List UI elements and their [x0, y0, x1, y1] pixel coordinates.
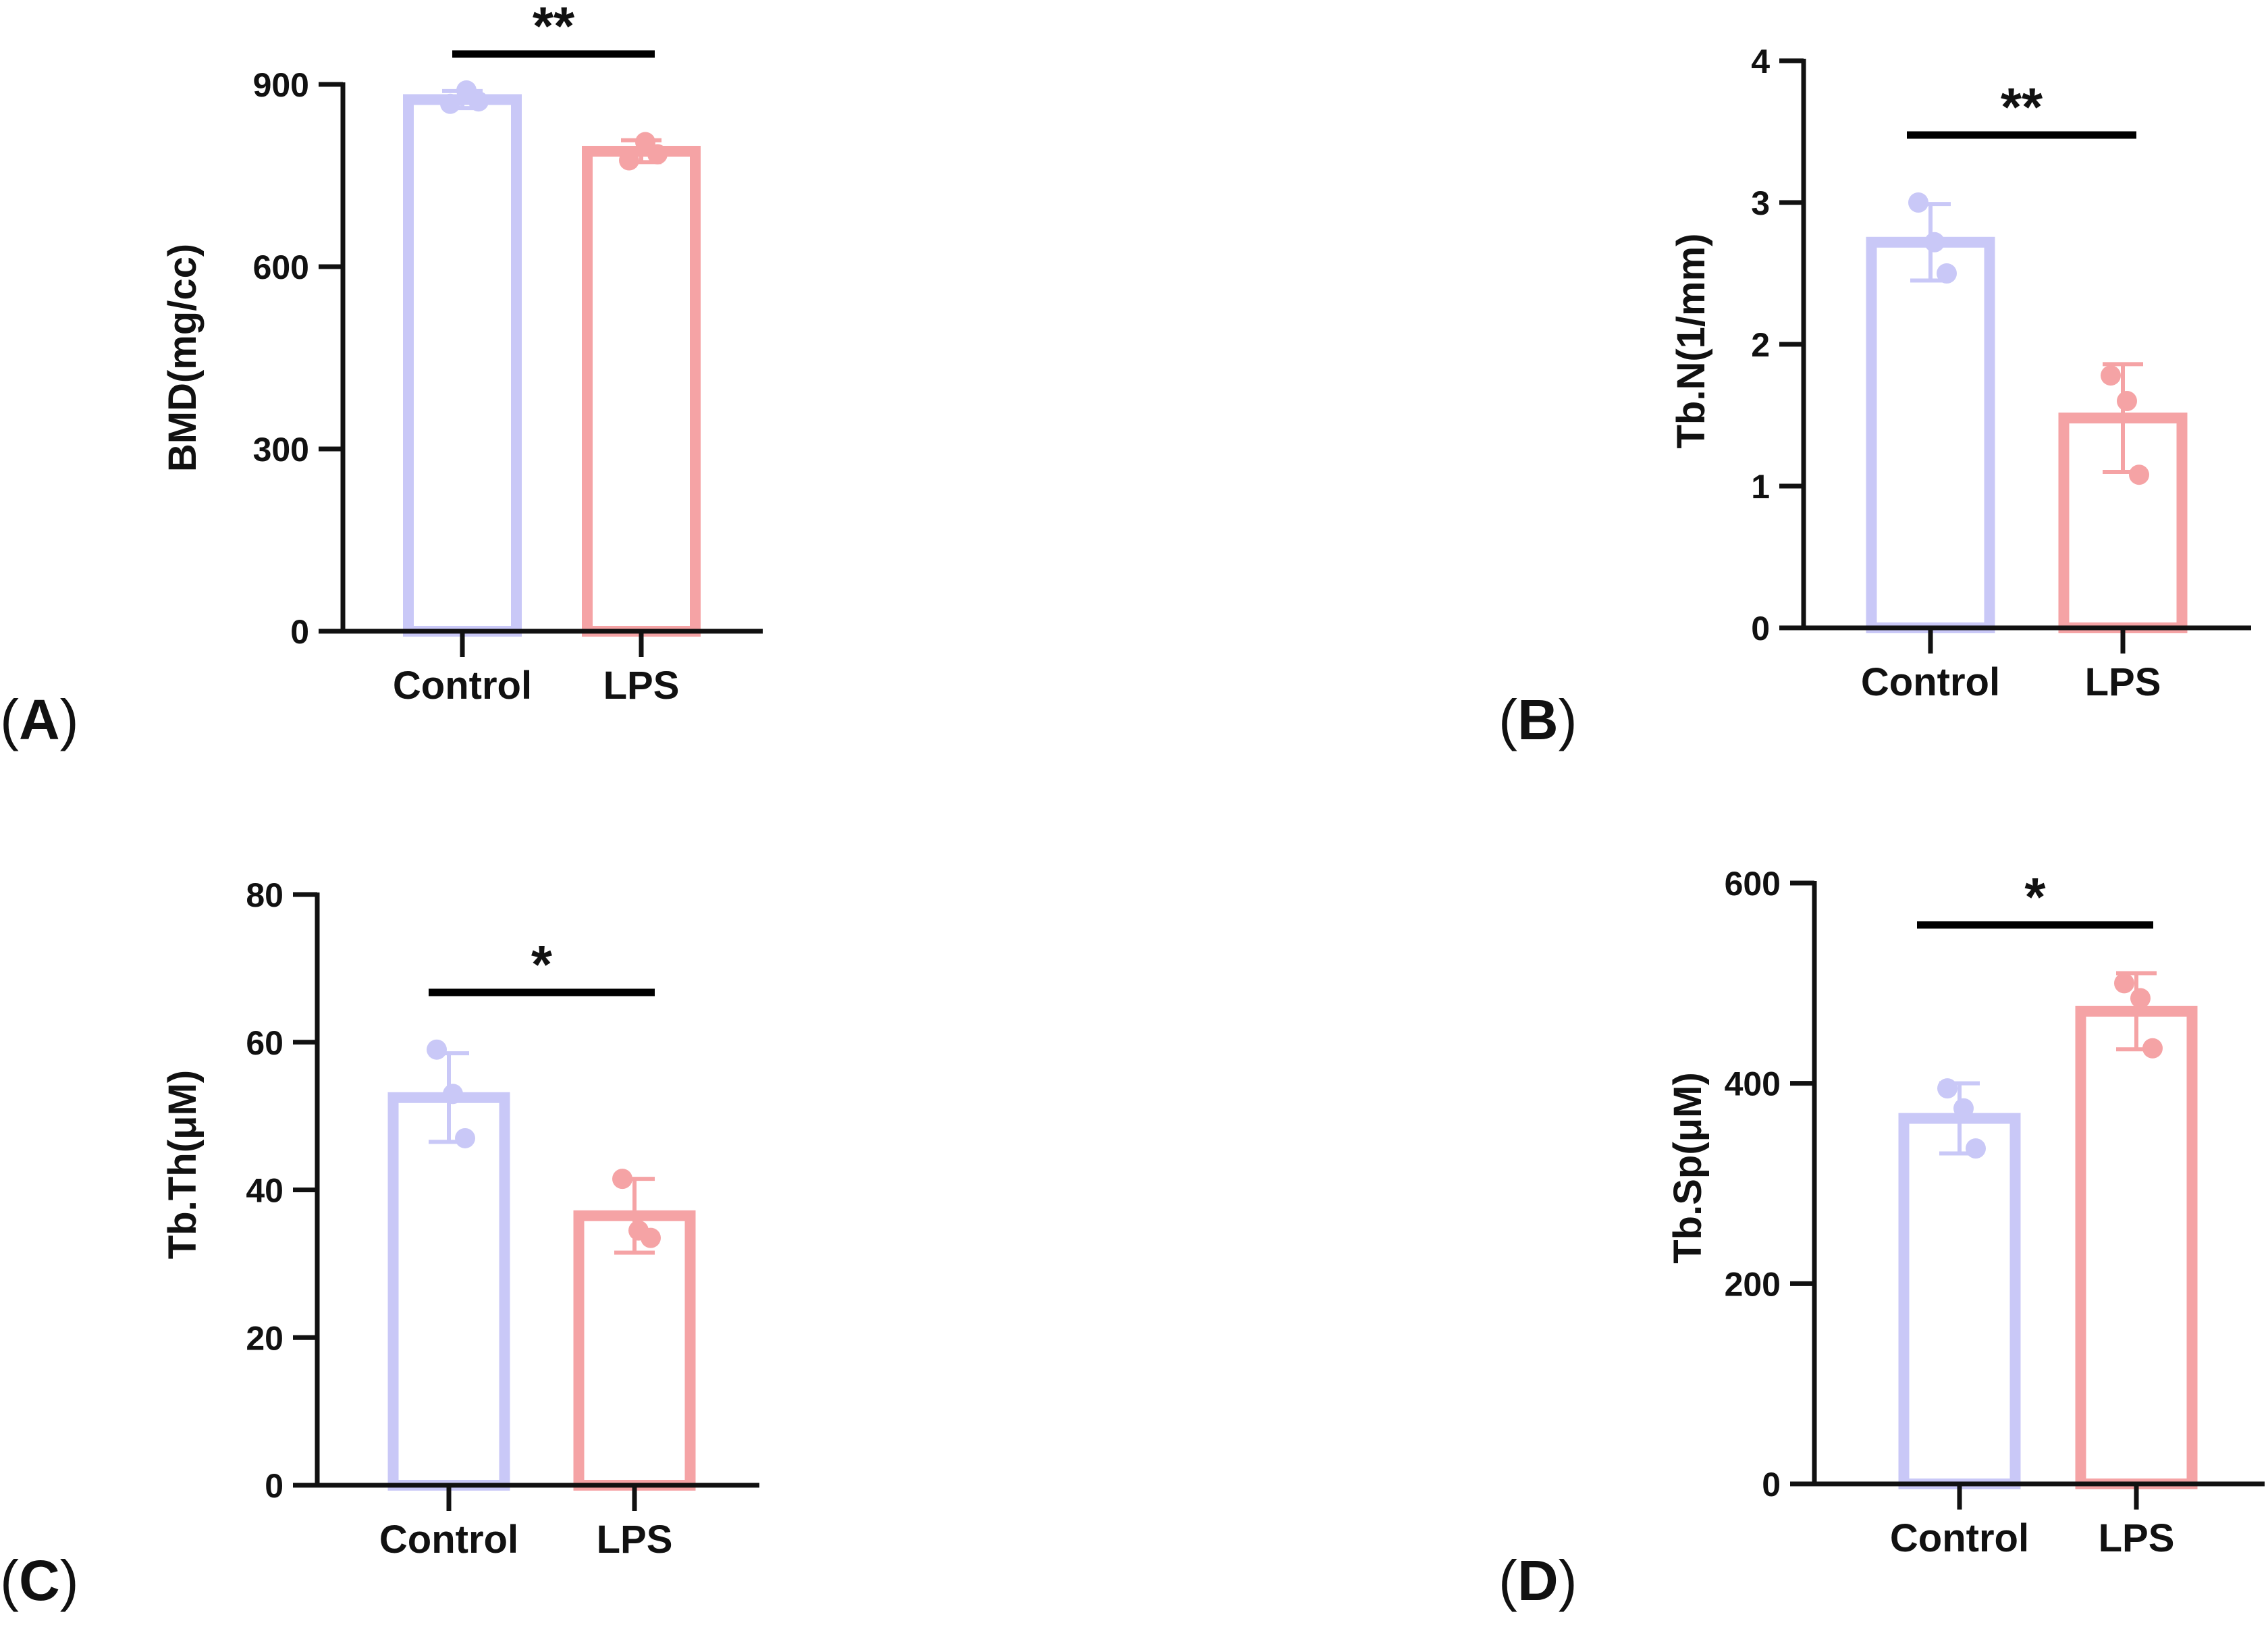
bar-lps	[582, 146, 701, 637]
y-axis-ticks: 0 20 40 60 80	[246, 876, 317, 1505]
y-tick-label: 60	[246, 1024, 284, 1062]
bar-control	[387, 1092, 510, 1491]
data-point	[455, 1127, 475, 1148]
panel-letter: C	[19, 1549, 60, 1612]
bars	[1866, 202, 2188, 633]
data-point	[427, 1039, 447, 1060]
data-point	[612, 1169, 632, 1190]
panel-c: Tb.Th(μM) 0 20 40 60 80 Control LPS * (C)	[0, 876, 759, 1612]
data-point	[440, 93, 460, 114]
y-tick-label: 4	[1751, 43, 1770, 80]
y-tick-label: 0	[290, 613, 309, 651]
panel-label: (D)	[1498, 1549, 1577, 1612]
data-point	[2101, 365, 2121, 386]
x-tick-label-control: Control	[393, 664, 532, 708]
bar-control	[403, 94, 522, 637]
panel-label: (B)	[1498, 688, 1577, 751]
data-point	[1937, 1078, 1958, 1099]
bars	[387, 1051, 696, 1491]
data-points	[427, 1039, 661, 1248]
x-axis-ticks: Control LPS	[393, 631, 679, 708]
panel-letter: D	[1517, 1549, 1559, 1612]
x-tick-label-control: Control	[1890, 1516, 2029, 1560]
y-tick-label: 3	[1751, 184, 1770, 222]
y-tick-label: 0	[265, 1467, 284, 1505]
data-point	[2129, 464, 2149, 485]
bar-lps	[2075, 1005, 2198, 1490]
x-tick-label-lps: LPS	[2099, 1516, 2175, 1560]
x-tick-label-control: Control	[1861, 660, 2000, 704]
significance-label: *	[2024, 867, 2046, 927]
y-axis-title: Tb.N(1/mm)	[1669, 234, 1713, 449]
y-tick-label: 900	[253, 66, 309, 104]
bar-control	[1898, 1113, 2021, 1490]
data-point	[1924, 232, 1945, 252]
y-axis-title: Tb.Sp(μM)	[1666, 1072, 1710, 1264]
x-tick-label-lps: LPS	[603, 664, 680, 708]
bar-lps	[573, 1210, 696, 1491]
data-point	[1937, 263, 1957, 284]
panel-label: (C)	[0, 1549, 79, 1612]
data-point	[2142, 1038, 2163, 1059]
bar-control	[1866, 236, 1995, 633]
data-point	[468, 91, 489, 112]
y-axis-ticks: 0 300 600 900	[253, 66, 343, 651]
x-tick-label-lps: LPS	[2085, 660, 2161, 704]
x-tick-label-lps: LPS	[597, 1518, 673, 1562]
panel-letter: B	[1517, 688, 1559, 751]
x-axis-ticks: Control LPS	[1861, 628, 2161, 704]
data-point	[1966, 1138, 1986, 1159]
panel-letter: A	[19, 688, 60, 751]
y-tick-label: 0	[1762, 1466, 1781, 1503]
panel-b: Tb.N(1/mm) 0 1 2 3 4 Control LPS ** (B)	[1498, 43, 2251, 751]
significance-label: **	[533, 0, 575, 56]
x-axis-ticks: Control LPS	[1890, 1484, 2174, 1560]
data-point	[2117, 391, 2137, 411]
significance-label: **	[2001, 77, 2043, 137]
y-tick-label: 40	[246, 1172, 284, 1210]
panel-label: (A)	[0, 688, 79, 751]
data-point	[647, 144, 668, 165]
y-axis-title: BMD(mg/cc)	[161, 244, 205, 472]
y-tick-label: 600	[1725, 865, 1781, 903]
y-axis-title: Tb.Th(μM)	[161, 1070, 205, 1259]
data-point	[443, 1084, 463, 1104]
data-point	[2114, 973, 2134, 994]
data-points	[440, 80, 668, 171]
x-tick-label-control: Control	[379, 1518, 518, 1562]
y-tick-label: 300	[253, 431, 309, 469]
y-tick-label: 0	[1751, 610, 1770, 647]
x-axis-ticks: Control LPS	[379, 1485, 672, 1562]
data-point	[1953, 1098, 1974, 1119]
data-points	[1908, 192, 2149, 485]
data-points	[1937, 973, 2163, 1159]
y-tick-label: 600	[253, 248, 309, 286]
y-tick-label: 200	[1725, 1265, 1781, 1303]
data-point	[1908, 192, 1928, 213]
panel-a: BMD(mg/cc) 0 300 600 900 Control LPS ** (A)	[0, 0, 763, 751]
y-axis-ticks: 0 200 400 600	[1725, 865, 1814, 1503]
bars	[403, 88, 701, 637]
significance-label: *	[531, 934, 553, 994]
data-point	[619, 150, 639, 171]
data-point	[641, 1227, 661, 1248]
y-tick-label: 20	[246, 1319, 284, 1357]
y-tick-label: 1	[1751, 468, 1770, 506]
panel-d: Tb.Sp(μM) 0 200 400 600 Control LPS * (D)	[1498, 865, 2265, 1612]
y-tick-label: 400	[1725, 1065, 1781, 1103]
y-tick-label: 80	[246, 876, 284, 914]
y-axis-ticks: 0 1 2 3 4	[1751, 43, 1804, 647]
data-point	[2130, 988, 2151, 1009]
y-tick-label: 2	[1751, 326, 1770, 364]
